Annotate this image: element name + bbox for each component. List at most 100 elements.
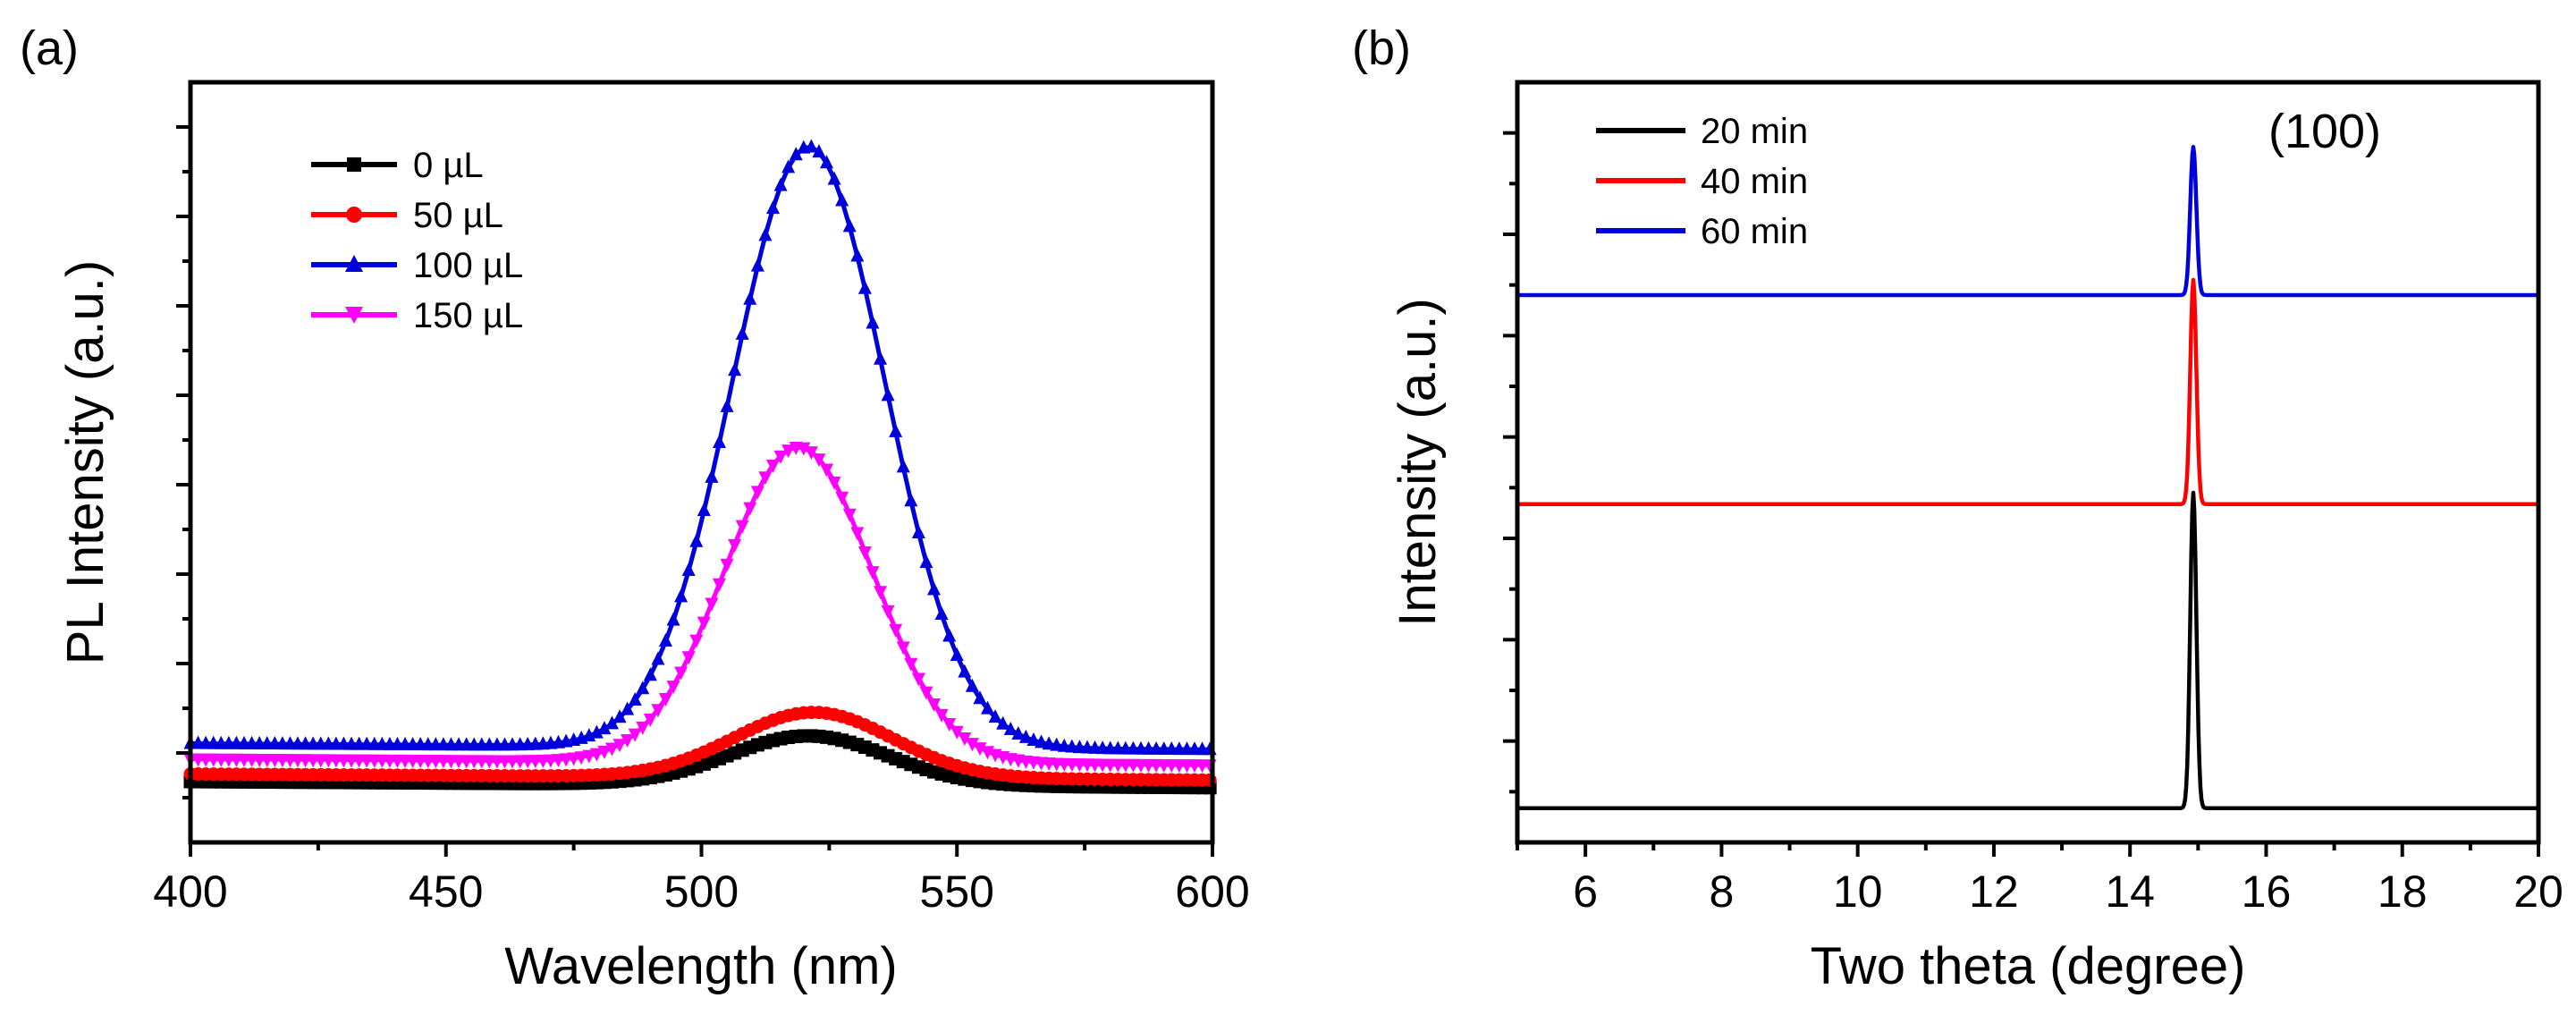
legend-label-40min: 40 min [1701,162,1808,201]
series-line-40min [1516,277,2540,507]
series-60min [1516,145,2540,298]
legend-item-60min: 60 min [1596,212,1808,251]
marker-100ul [643,667,657,681]
marker-150ul [812,453,826,468]
marker-150ul [658,692,672,706]
marker-150ul [842,508,857,522]
marker-100ul [720,398,734,412]
marker-100ul [835,192,849,207]
marker-150ul [857,546,872,560]
marker-150ul [689,634,704,648]
panel-a-series-group [183,139,1217,795]
marker-100ul [820,155,834,169]
marker-100ul [927,581,942,596]
marker-100ul [866,315,880,329]
marker-100ul [988,709,1002,723]
panel-b-x-axis-title: Two theta (degree) [1811,937,2246,995]
marker-100ul [781,159,796,173]
marker-100ul [911,524,925,538]
x-tick-label: 10 [1833,867,1883,917]
marker-100ul [842,218,857,233]
marker-100ul [850,248,865,262]
x-tick-label: 550 [920,867,994,917]
marker-150ul [804,446,818,461]
panel-a-y-ticks [176,125,190,799]
marker-100ul [981,700,995,715]
panel-a-x-ticks [189,842,1214,857]
x-tick-label: 500 [664,867,739,917]
marker-150ul [950,725,964,740]
panel-b-x-tick-labels: 6 8 10 12 14 16 18 20 [1573,867,2563,917]
marker-150ul [582,749,596,764]
marker-150ul [589,748,604,762]
legend-item-40min: 40 min [1596,162,1808,201]
marker-100ul [973,690,987,705]
legend-marker-50ul [346,207,362,223]
legend-label-20min: 20 min [1701,112,1808,151]
marker-150ul [889,623,903,638]
panel-a-x-tick-labels: 400 450 500 550 600 [153,867,1249,917]
marker-100ul [589,724,604,739]
marker-150ul [874,586,888,600]
marker-150ul [881,605,895,619]
legend-label-0ul: 0 µL [413,146,484,185]
marker-100ul [1011,725,1026,740]
panel-a-label: (a) [20,21,79,75]
marker-100ul [681,562,696,576]
marker-150ul [942,718,957,732]
marker-150ul [973,742,987,757]
x-tick-label: 450 [409,867,483,917]
marker-100ul [658,633,672,647]
x-tick-label: 16 [2242,867,2292,917]
panel-a-y-axis-title: PL Intensity (a.u.) [56,260,114,664]
x-tick-label: 18 [2378,867,2428,917]
marker-100ul [958,664,972,678]
marker-150ul [735,520,749,534]
marker-100ul [758,227,773,241]
marker-100ul [857,280,872,294]
marker-100ul [628,692,642,706]
marker-150ul [750,486,764,500]
marker-100ul [919,554,933,569]
marker-100ul [789,147,803,161]
series-40min [1516,277,2540,507]
series-0ul [183,729,1217,795]
marker-150ul [697,616,711,630]
marker-100ul [674,588,688,603]
marker-100ul [965,678,979,692]
series-line-100ul [190,145,1211,752]
series-20min [1516,490,2540,811]
marker-150ul [666,681,680,695]
panel-b-series-group [1516,145,2540,811]
marker-100ul [881,387,895,402]
marker-100ul [1018,729,1033,743]
marker-100ul [942,628,957,642]
marker-100ul [743,291,757,305]
marker-150ul [604,742,619,757]
panel-b: (b) 6 8 10 12 14 16 18 20 Two theta (degree) In… [1352,21,2563,995]
legend-label-50ul: 50 µL [413,196,503,235]
panel-a-legend: 0 µL 50 µL 100 µL 150 µL [311,146,523,335]
marker-150ul [628,728,642,742]
marker-150ul [713,578,727,592]
marker-100ul [1026,732,1041,747]
marker-100ul [604,715,619,730]
legend-item-50ul: 50 µL [311,196,503,235]
marker-100ul [996,715,1010,730]
panel-b-plot-frame [1515,80,2541,845]
x-tick-label: 8 [1709,867,1734,917]
marker-150ul [934,708,949,723]
marker-150ul [612,739,627,753]
legend-label-100ul: 100 µL [413,246,523,285]
panel-b-legend: 20 min 40 min 60 min [1596,112,1808,251]
marker-150ul [797,442,811,456]
legend-item-0ul: 0 µL [311,146,484,185]
legend-label-150ul: 150 µL [413,296,523,335]
marker-150ul [820,463,834,478]
marker-150ul [597,745,612,759]
legend-marker-0ul [347,157,361,172]
marker-150ul [574,751,588,765]
marker-100ul [874,351,888,365]
series-line-150ul [190,444,1211,767]
panel-b-x-ticks [1516,842,2540,857]
